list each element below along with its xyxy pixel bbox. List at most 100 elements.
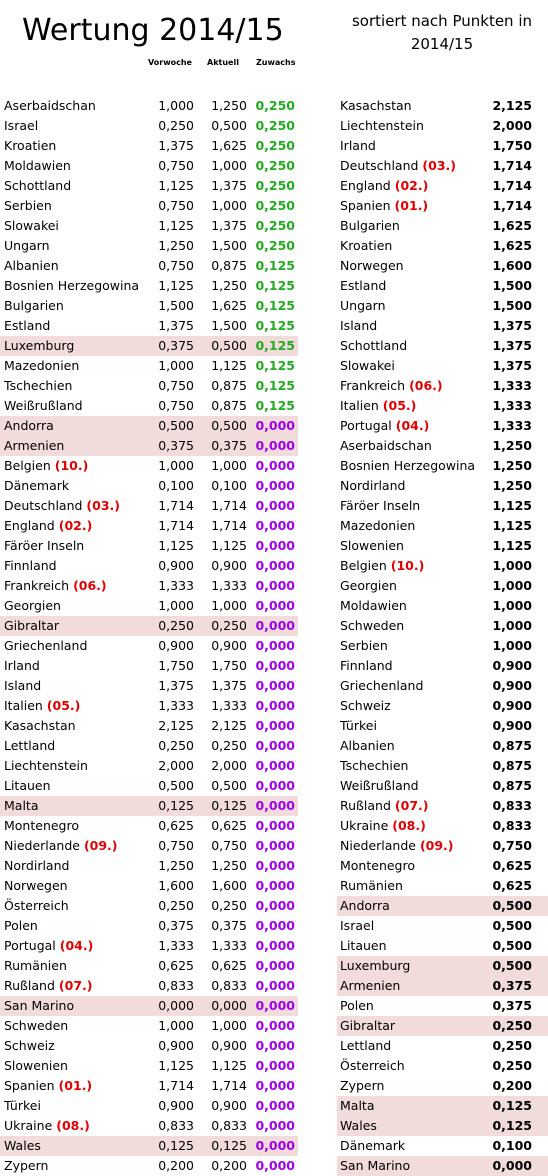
current-value: 0,100 (211, 478, 247, 493)
table-row: Ungarn 1,250 1,500 0,250 (0, 236, 298, 256)
country-name-cell: Tschechien (340, 756, 408, 776)
points-value: 0,875 (492, 758, 532, 773)
current-value: 0,000 (211, 998, 247, 1013)
country-name-cell: Rumänien (340, 876, 403, 896)
gain-value: 0,250 (255, 138, 295, 153)
points-value: 1,714 (492, 198, 532, 213)
gain-value: 0,000 (255, 1078, 295, 1093)
gain-value: 0,125 (255, 278, 295, 293)
country-name: Irland (4, 658, 40, 673)
country-name-cell: Moldawien (4, 156, 71, 176)
previous-value: 0,833 (158, 978, 194, 993)
previous-value: 1,375 (158, 138, 194, 153)
country-name-cell: Kasachstan (340, 96, 412, 116)
country-name-cell: Spanien (01.) (4, 1076, 92, 1096)
points-value: 1,000 (492, 638, 532, 653)
table-row: Aserbaidschan 1,000 1,250 0,250 (0, 96, 298, 116)
table-row: Österreich 0,250 0,250 0,000 (0, 896, 298, 916)
country-name-cell: Serbien (340, 636, 388, 656)
country-name: Island (4, 678, 42, 693)
points-value: 0,125 (492, 1098, 532, 1113)
gain-value: 0,000 (255, 758, 295, 773)
previous-value: 1,125 (158, 1058, 194, 1073)
ranking-row: Litauen 0,500 (337, 936, 548, 956)
points-value: 0,250 (492, 1018, 532, 1033)
rank-tag: (08.) (392, 818, 426, 833)
country-name: Italien (340, 398, 379, 413)
gain-value: 0,250 (255, 98, 295, 113)
country-name-cell: San Marino (340, 1156, 410, 1176)
current-value: 2,000 (211, 758, 247, 773)
gain-value: 0,000 (255, 798, 295, 813)
points-value: 0,500 (492, 898, 532, 913)
table-row: Luxemburg 0,375 0,500 0,125 (0, 336, 298, 356)
table-row: Niederlande (09.) 0,750 0,750 0,000 (0, 836, 298, 856)
country-name: Montenegro (340, 858, 416, 873)
gain-value: 0,250 (255, 218, 295, 233)
previous-value: 1,000 (158, 598, 194, 613)
gain-value: 0,000 (255, 918, 295, 933)
table-row: Slowenien 1,125 1,125 0,000 (0, 1056, 298, 1076)
current-value: 1,714 (211, 518, 247, 533)
rank-tag: (06.) (409, 378, 443, 393)
previous-value: 0,625 (158, 958, 194, 973)
country-name: Lettland (4, 738, 56, 753)
previous-value: 0,250 (158, 898, 194, 913)
gain-value: 0,000 (255, 498, 295, 513)
ranking-row: Kroatien 1,625 (337, 236, 548, 256)
table-row: Zypern 0,200 0,200 0,000 (0, 1156, 298, 1176)
rank-tag: (02.) (58, 518, 93, 533)
country-name-cell: Luxemburg (4, 336, 74, 356)
country-name-cell: Schweden (4, 1016, 68, 1036)
country-name-cell: Österreich (340, 1056, 405, 1076)
country-name: Polen (4, 918, 38, 933)
gain-value: 0,000 (255, 818, 295, 833)
country-name: Griechenland (4, 638, 88, 653)
country-name: Moldawien (4, 158, 71, 173)
country-name: Kasachstan (4, 718, 76, 733)
rank-tag: (01.) (394, 198, 429, 213)
table-row: Belgien (10.) 1,000 1,000 0,000 (0, 456, 298, 476)
points-value: 0,900 (492, 678, 532, 693)
table-row: Finnland 0,900 0,900 0,000 (0, 556, 298, 576)
country-name: Litauen (4, 778, 51, 793)
country-name: Norwegen (4, 878, 68, 893)
ranking-row: Albanien 0,875 (337, 736, 548, 756)
country-name: Weißrußland (340, 778, 419, 793)
gain-value: 0,000 (255, 1098, 295, 1113)
country-name-cell: Kroatien (340, 236, 392, 256)
previous-value: 0,625 (158, 818, 194, 833)
current-value: 0,875 (211, 258, 247, 273)
country-name: Lettland (340, 1038, 392, 1053)
previous-value: 0,250 (158, 618, 194, 633)
previous-value: 0,900 (158, 1098, 194, 1113)
points-value: 0,000 (492, 1158, 532, 1173)
country-gain-table: Aserbaidschan 1,000 1,250 0,250 Israel 0,250 0… (0, 96, 298, 1176)
country-name-cell: Litauen (340, 936, 387, 956)
table-row: Kasachstan 2,125 2,125 0,000 (0, 716, 298, 736)
gain-value: 0,000 (255, 618, 295, 633)
country-name-cell: Albanien (4, 256, 59, 276)
points-value: 0,250 (492, 1038, 532, 1053)
points-value: 1,625 (492, 238, 532, 253)
points-value: 0,900 (492, 718, 532, 733)
table-row: Nordirland 1,250 1,250 0,000 (0, 856, 298, 876)
country-name-cell: Schweiz (4, 1036, 55, 1056)
country-name-cell: Gibraltar (4, 616, 59, 636)
points-value: 1,250 (492, 458, 532, 473)
points-value: 1,500 (492, 298, 532, 313)
table-row: Schweiz 0,900 0,900 0,000 (0, 1036, 298, 1056)
points-value: 0,833 (492, 798, 532, 813)
country-name: Estland (4, 318, 51, 333)
country-name: Rußland (340, 798, 391, 813)
ranking-row: Rußland (07.) 0,833 (337, 796, 548, 816)
previous-value: 2,000 (158, 758, 194, 773)
country-name-cell: Tschechien (4, 376, 72, 396)
table-row: Rumänien 0,625 0,625 0,000 (0, 956, 298, 976)
previous-value: 0,500 (158, 778, 194, 793)
country-name: Aserbaidschan (4, 98, 96, 113)
country-name-cell: Norwegen (340, 256, 404, 276)
table-row: Georgien 1,000 1,000 0,000 (0, 596, 298, 616)
current-value: 0,500 (211, 778, 247, 793)
ranking-row: San Marino 0,000 (337, 1156, 548, 1176)
